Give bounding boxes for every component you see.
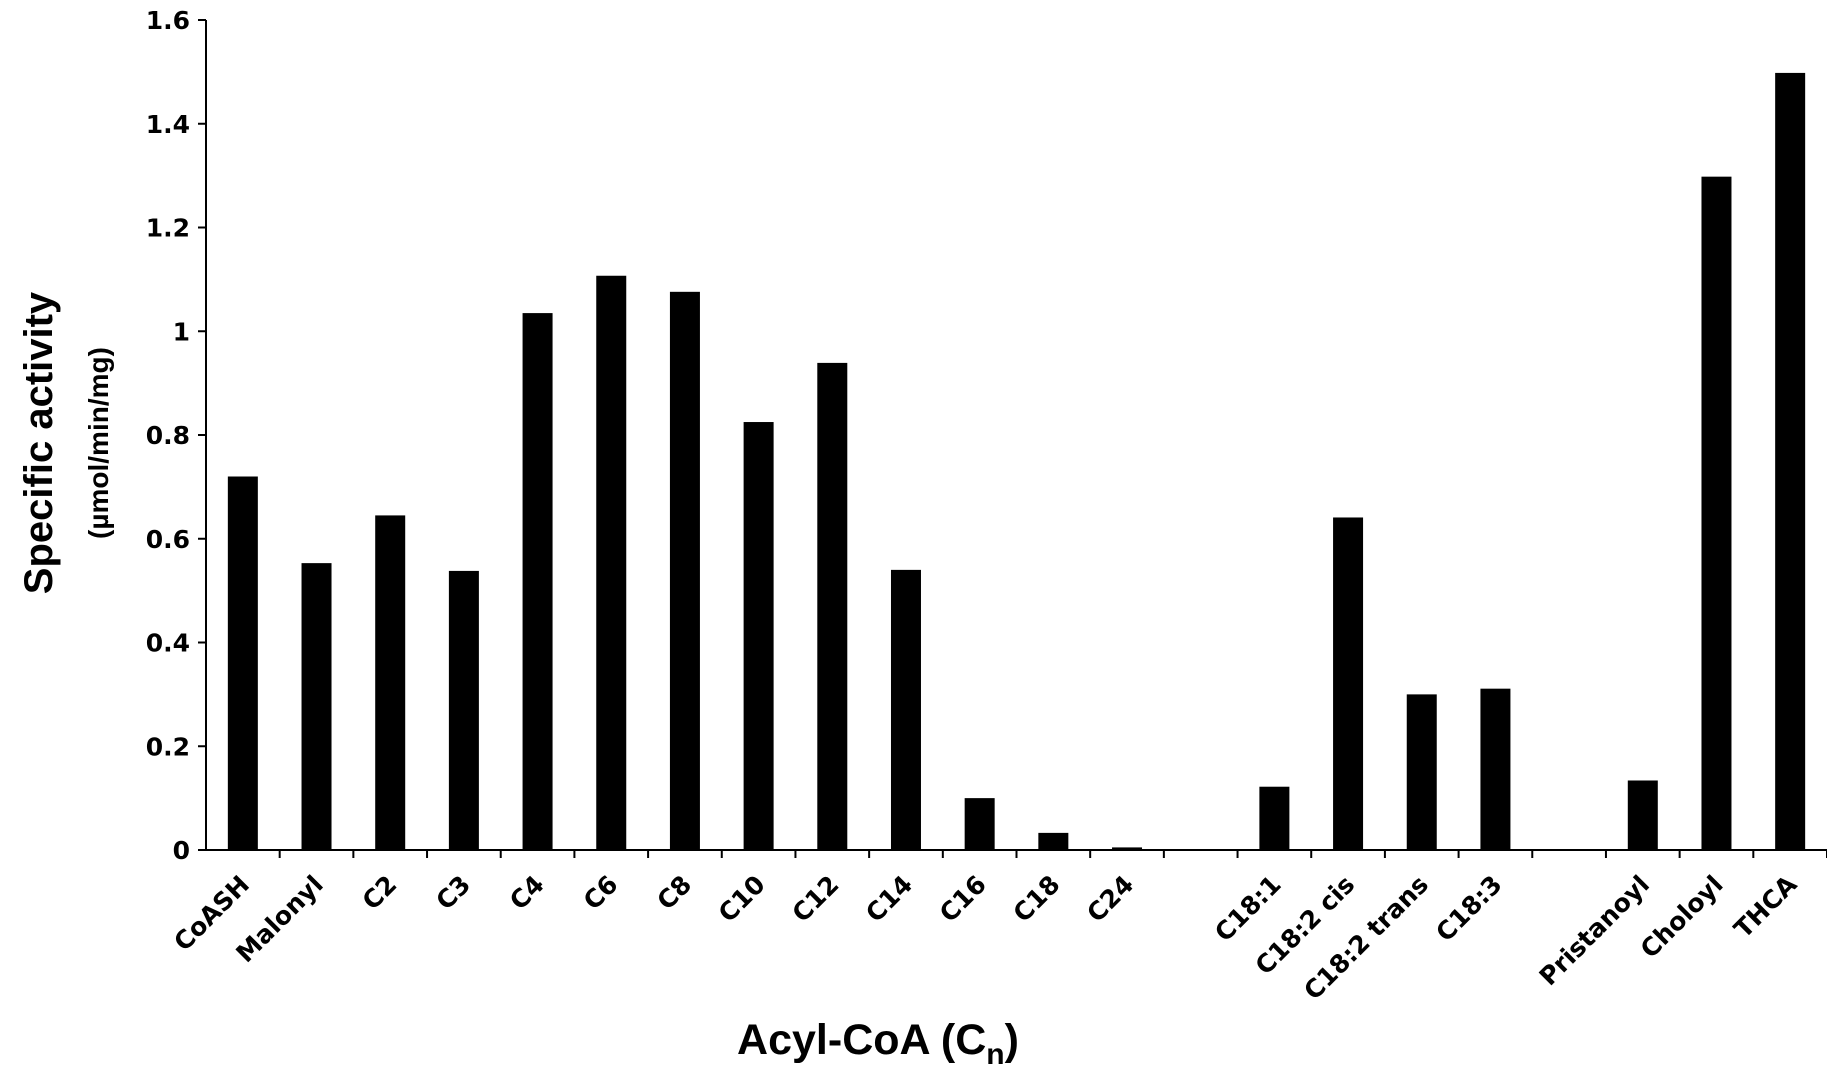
y-tick-label: 0 — [173, 836, 190, 865]
bar — [375, 515, 406, 850]
bar — [1038, 832, 1069, 850]
x-tick-label: C2 — [357, 870, 403, 916]
x-axis-label-subscript: n — [986, 1038, 1004, 1069]
x-tick-label: C12 — [786, 870, 844, 928]
bar — [1627, 780, 1658, 850]
x-tick-label: C24 — [1081, 870, 1139, 928]
bar — [1775, 72, 1806, 851]
y-tick-label: 0.2 — [146, 732, 190, 761]
y-tick-label: 1.2 — [146, 214, 190, 243]
y-tick-labels: 0 0.2 0.4 0.6 0.8 1 1.2 1.4 1.6 — [146, 6, 190, 865]
bar — [743, 422, 774, 850]
bar — [227, 476, 258, 850]
bar — [1112, 847, 1143, 850]
x-tick-label: C3 — [430, 870, 476, 916]
x-tick-label: C18 — [1008, 870, 1066, 928]
x-tick-label: C16 — [934, 870, 992, 928]
x-axis-label: Acyl-CoA (Cn) — [737, 1016, 1019, 1069]
bar — [669, 291, 700, 850]
x-tick-label: C6 — [578, 870, 624, 916]
x-axis-label-suffix: ) — [1005, 1016, 1019, 1064]
bar — [1333, 517, 1364, 850]
x-tick-label: Choloyl — [1635, 870, 1729, 964]
y-tick-label: 1 — [173, 317, 190, 346]
x-tick-label: THCA — [1728, 869, 1802, 943]
x-tick-label: C10 — [713, 870, 771, 928]
y-axis-label: Specific activity — [17, 291, 61, 594]
y-tick-label: 0.6 — [146, 525, 190, 554]
x-tick-label: C8 — [651, 870, 697, 916]
bar — [448, 570, 479, 850]
x-tick-label: C4 — [504, 870, 550, 916]
y-axis-unit-label: (µmol/min/mg) — [83, 347, 114, 539]
bar — [890, 569, 921, 850]
bar — [1406, 694, 1437, 850]
x-tick-label: C18:3 — [1430, 870, 1507, 947]
bar — [522, 313, 553, 850]
x-tick-label: C14 — [860, 870, 918, 928]
axes-group — [198, 19, 1827, 858]
y-tick-label: 0.4 — [146, 629, 190, 658]
bar — [596, 275, 627, 850]
x-axis-label-main: Acyl-CoA (C — [737, 1016, 986, 1064]
x-tick-label: Pristanoyl — [1534, 870, 1655, 991]
bar — [817, 362, 848, 850]
bar — [1259, 786, 1290, 850]
bars-group — [227, 72, 1806, 851]
bar — [1480, 688, 1511, 850]
y-tick-label: 0.8 — [146, 421, 190, 450]
bar — [301, 563, 332, 850]
bar — [1701, 176, 1732, 851]
y-tick-label: 1.6 — [146, 6, 190, 35]
y-tick-label: 1.4 — [146, 110, 190, 139]
bar — [964, 798, 995, 850]
